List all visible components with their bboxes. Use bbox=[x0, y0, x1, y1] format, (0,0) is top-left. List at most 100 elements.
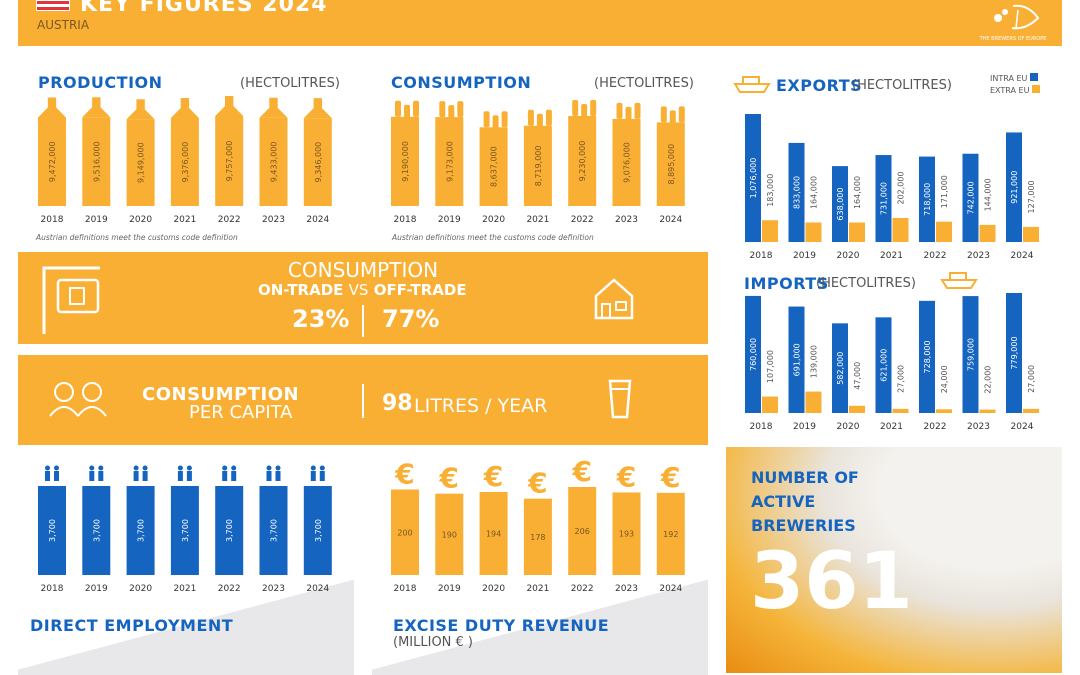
imports-year-label: 2022 bbox=[924, 422, 947, 432]
imports-year-label: 2020 bbox=[837, 422, 860, 432]
beer-glass-icon bbox=[608, 379, 632, 419]
employment-year-label: 2023 bbox=[262, 584, 285, 594]
imports-bar-extra-eu-2018 bbox=[762, 396, 778, 413]
imports-bar-intra-eu-2023 bbox=[962, 296, 979, 413]
off-trade-pct: 77% bbox=[382, 305, 440, 333]
capita-title1: CONSUMPTION bbox=[142, 384, 300, 405]
exports-value-label: 164,000 bbox=[853, 176, 862, 209]
imports-year-label: 2018 bbox=[750, 422, 773, 432]
imports-bar-extra-eu-2024 bbox=[1023, 408, 1039, 413]
employment-year-label: 2022 bbox=[218, 584, 241, 594]
country-name: AUSTRIA bbox=[37, 18, 90, 32]
imports-value-label: 24,000 bbox=[940, 365, 949, 393]
bottle-icon bbox=[395, 100, 401, 117]
exports-value-label: 833,000 bbox=[793, 176, 802, 209]
excise-year-label: 2020 bbox=[482, 584, 505, 594]
person-icon bbox=[222, 465, 228, 471]
bottle-icon bbox=[625, 106, 632, 123]
euro-icon: € bbox=[660, 461, 680, 494]
bottle-icon bbox=[669, 110, 676, 127]
employment-year-label: 2021 bbox=[173, 584, 196, 594]
legend-intra: INTRA EU bbox=[990, 73, 1038, 83]
exports-year-label: 2021 bbox=[880, 251, 903, 261]
production-bar-2020 bbox=[126, 119, 155, 206]
capita-divider bbox=[362, 384, 364, 418]
production-tank-top-icon bbox=[170, 98, 199, 119]
production-year-label: 2022 bbox=[218, 215, 241, 225]
excise-value-label: 193 bbox=[619, 530, 634, 539]
person-body-icon bbox=[319, 471, 325, 481]
imports-bar-intra-eu-2021 bbox=[875, 317, 892, 413]
imports-year-label: 2023 bbox=[967, 422, 990, 432]
imports-bar-extra-eu-2023 bbox=[979, 409, 996, 413]
person-icon bbox=[231, 465, 237, 471]
bottle-icon bbox=[527, 109, 534, 126]
consumption-year-label: 2023 bbox=[615, 215, 638, 225]
exports-bar-intra-eu-2019 bbox=[788, 142, 805, 242]
consumption-value-label: 9,230,000 bbox=[578, 141, 587, 182]
exports-value-label: 127,000 bbox=[1027, 180, 1036, 213]
employment-year-label: 2020 bbox=[129, 584, 152, 594]
production-value-label: 9,433,000 bbox=[270, 141, 279, 182]
employment-value-label: 3,700 bbox=[181, 519, 190, 542]
excise-chart: €200 2018 €190 2019 €194 2020 €178 2021 €206 2022… bbox=[391, 455, 685, 594]
imports-unit: (HECTOLITRES) bbox=[816, 276, 916, 291]
bottle-icon bbox=[572, 100, 579, 116]
imports-bar-extra-eu-2019 bbox=[805, 391, 822, 413]
employment-bar-2018 bbox=[38, 486, 66, 575]
excise-year-label: 2024 bbox=[659, 584, 682, 594]
employment-bar-2019 bbox=[82, 486, 111, 575]
consumption-value-label: 8,637,000 bbox=[490, 146, 499, 187]
excise-year-label: 2018 bbox=[394, 584, 417, 594]
exports-bar-extra-eu-2023 bbox=[979, 224, 996, 242]
production-title: PRODUCTION bbox=[38, 73, 163, 92]
employment-value-label: 3,700 bbox=[314, 519, 323, 542]
bottle-icon bbox=[581, 104, 588, 120]
employment-chart: 3,700 2018 3,700 2019 3,700 2020 3,700 2021 3,70… bbox=[38, 465, 332, 594]
imports-bar-intra-eu-2018 bbox=[745, 295, 761, 413]
exports-bar-extra-eu-2020 bbox=[849, 222, 865, 242]
employment-value-label: 3,700 bbox=[225, 519, 234, 542]
bottle-icon bbox=[536, 113, 543, 130]
imports-value-label: 760,000 bbox=[749, 338, 758, 371]
consumption-unit: (HECTOLITRES) bbox=[594, 76, 694, 91]
bottle-icon bbox=[483, 111, 490, 128]
person-icon bbox=[275, 465, 281, 471]
production-value-label: 9,346,000 bbox=[314, 142, 323, 183]
imports-value-label: 22,000 bbox=[984, 366, 993, 394]
consumption-year-label: 2024 bbox=[659, 215, 682, 225]
euro-icon: € bbox=[616, 460, 636, 493]
employment-year-label: 2018 bbox=[41, 584, 64, 594]
capita-value: 98 bbox=[382, 391, 413, 416]
person-icon bbox=[186, 465, 192, 471]
consumption-bar-2020 bbox=[479, 127, 508, 206]
excise-value-label: 190 bbox=[442, 530, 457, 539]
imports-bar-intra-eu-2022 bbox=[919, 300, 935, 413]
bottle-icon bbox=[634, 102, 641, 119]
breweries-value: 361 bbox=[750, 537, 913, 627]
exports-bar-intra-eu-2018 bbox=[745, 114, 761, 242]
person-icon bbox=[266, 465, 272, 471]
consumption-bar-2019 bbox=[435, 117, 464, 206]
consumption-year-label: 2019 bbox=[438, 215, 461, 225]
excise-bar-2020 bbox=[479, 492, 508, 575]
employment-value-label: 3,700 bbox=[48, 519, 57, 542]
excise-value-label: 178 bbox=[530, 533, 545, 542]
production-unit: (HECTOLITRES) bbox=[240, 76, 340, 91]
consumption-title: CONSUMPTION bbox=[391, 73, 532, 92]
exports-value-label: 144,000 bbox=[984, 178, 993, 211]
employment-bar-2023 bbox=[259, 486, 288, 575]
excise-value-label: 206 bbox=[575, 527, 590, 536]
consumption-value-label: 9,076,000 bbox=[623, 142, 632, 183]
consumption-bar-2018 bbox=[391, 116, 419, 206]
person-icon bbox=[177, 465, 183, 471]
bottle-icon bbox=[439, 101, 446, 118]
exports-bar-intra-eu-2020 bbox=[832, 166, 848, 242]
production-tank-top-icon bbox=[38, 97, 66, 118]
production-year-label: 2019 bbox=[85, 215, 108, 225]
production-year-label: 2021 bbox=[173, 215, 196, 225]
bottle-icon bbox=[492, 115, 499, 132]
imports-value-label: 728,000 bbox=[923, 340, 932, 373]
person-icon bbox=[310, 465, 316, 471]
euro-icon: € bbox=[527, 467, 547, 500]
